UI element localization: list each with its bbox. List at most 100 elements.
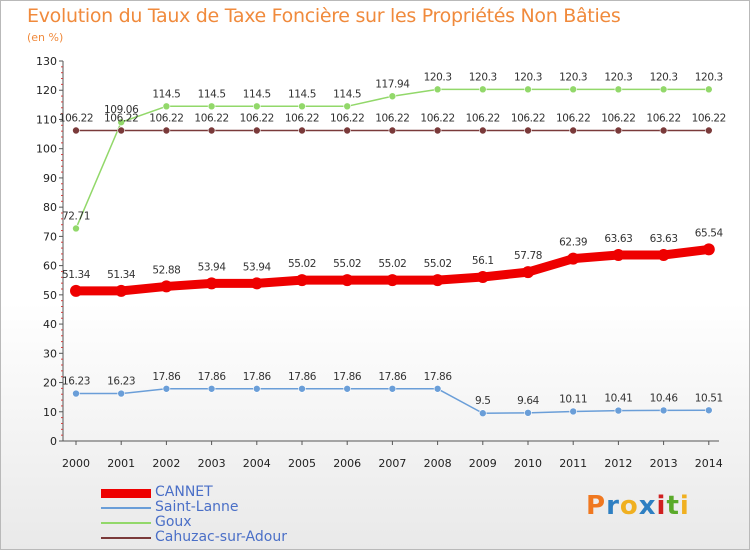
legend-swatch [101, 488, 151, 498]
data-label-cahuzac-sur-adour: 106.22 [420, 113, 454, 125]
data-label-cannet: 53.94 [198, 261, 227, 273]
y-unit-label: (en %) [27, 31, 64, 44]
data-point-cahuzac-sur-adour [72, 126, 80, 135]
data-label-cahuzac-sur-adour: 106.22 [556, 113, 590, 125]
data-point-goux [343, 102, 352, 111]
y-tick-label: 50 [43, 289, 57, 302]
y-tick-label: 20 [43, 377, 57, 390]
data-point-cannet [205, 277, 218, 290]
data-label-cannet: 52.88 [152, 264, 180, 276]
data-label-saint-lanne: 10.11 [559, 393, 587, 405]
data-point-cahuzac-sur-adour [162, 126, 171, 135]
chart-title: Evolution du Taux de Taxe Foncière sur l… [27, 5, 621, 27]
data-label-saint-lanne: 9.64 [517, 395, 539, 407]
data-label-goux: 109.06 [104, 104, 139, 116]
data-label-cannet: 57.78 [514, 250, 542, 262]
data-point-saint-lanne [388, 384, 397, 393]
data-point-cahuzac-sur-adour [117, 126, 125, 135]
y-tick-label: 70 [43, 230, 57, 243]
data-label-cannet: 55.02 [378, 258, 406, 270]
x-tick-label: 2006 [333, 457, 361, 470]
data-label-cannet: 51.34 [107, 269, 136, 281]
data-point-cannet [657, 249, 670, 262]
data-label-goux: 114.5 [243, 88, 271, 100]
data-point-goux [478, 85, 487, 94]
data-label-cahuzac-sur-adour: 106.22 [646, 113, 680, 125]
data-point-cannet [341, 274, 354, 287]
legend-label: Saint-Lanne [155, 499, 239, 515]
data-label-cannet: 51.34 [62, 269, 91, 281]
x-tick-label: 2005 [288, 457, 316, 470]
data-point-cannet [115, 284, 128, 297]
x-tick-label: 2002 [152, 457, 180, 470]
line-chart: 0 10 20 30 40 50 60 70 80 90 100 110 120 130 2000 2001 2… [36, 55, 726, 470]
data-label-goux: 120.3 [424, 71, 452, 83]
data-label-saint-lanne: 16.23 [62, 376, 90, 388]
y-tick-label: 60 [43, 260, 57, 273]
data-point-saint-lanne [162, 384, 171, 393]
x-tick-label: 2003 [198, 457, 226, 470]
y-tick-label: 10 [43, 406, 57, 419]
data-point-cahuzac-sur-adour [569, 126, 578, 135]
data-point-saint-lanne [704, 406, 713, 415]
data-label-goux: 114.5 [333, 88, 361, 100]
data-point-cahuzac-sur-adour [659, 126, 668, 135]
y-tick-label: 100 [36, 143, 57, 156]
data-point-cannet [70, 284, 82, 297]
data-point-saint-lanne [659, 406, 668, 415]
data-label-saint-lanne: 10.46 [650, 392, 679, 404]
data-point-saint-lanne [298, 384, 306, 393]
x-tick-label: 2007 [378, 457, 406, 470]
data-point-saint-lanne [343, 384, 352, 393]
x-tick-label: 2009 [469, 457, 497, 470]
data-point-saint-lanne [207, 384, 216, 393]
data-label-goux: 117.94 [375, 78, 410, 90]
data-label-cannet: 55.02 [424, 258, 452, 270]
data-label-goux: 120.3 [650, 71, 678, 83]
data-point-cahuzac-sur-adour [253, 126, 261, 135]
legend-label: Cahuzac-sur-Adour [155, 529, 287, 545]
y-tick-label: 40 [43, 318, 57, 331]
data-point-cahuzac-sur-adour [207, 126, 216, 135]
x-tick-label: 2010 [514, 457, 542, 470]
data-label-goux: 120.3 [469, 71, 497, 83]
data-point-cannet [386, 274, 399, 287]
data-point-cannet [160, 280, 173, 293]
data-point-cannet [567, 252, 580, 265]
data-label-saint-lanne: 17.86 [152, 371, 181, 383]
data-point-goux [253, 102, 261, 111]
logo-letter: x [638, 491, 657, 521]
data-label-cannet: 63.63 [604, 233, 632, 245]
data-point-goux [614, 85, 623, 94]
x-tick-label: 2004 [243, 457, 271, 470]
data-label-cahuzac-sur-adour: 106.22 [511, 113, 545, 125]
legend-label: Goux [155, 514, 192, 530]
data-point-goux [162, 102, 171, 111]
data-label-saint-lanne: 17.86 [198, 371, 227, 383]
x-tick-label: 2008 [424, 457, 452, 470]
data-point-cahuzac-sur-adour [478, 126, 487, 135]
x-tick-label: 2011 [559, 457, 587, 470]
data-point-cannet [296, 274, 308, 287]
data-label-goux: 120.3 [559, 71, 587, 83]
data-label-cannet: 63.63 [650, 233, 678, 245]
logo-letter: P [586, 491, 607, 521]
data-label-saint-lanne: 17.86 [288, 371, 317, 383]
data-label-cannet: 55.02 [333, 258, 361, 270]
data-point-saint-lanne [117, 389, 125, 398]
logo-letter: r [606, 491, 620, 521]
data-point-goux [117, 118, 125, 127]
data-label-saint-lanne: 17.86 [333, 371, 362, 383]
data-point-cahuzac-sur-adour [343, 126, 352, 135]
data-label-cahuzac-sur-adour: 106.22 [466, 113, 500, 125]
data-label-cannet: 55.02 [288, 258, 316, 270]
data-label-cannet: 56.1 [472, 255, 494, 267]
data-point-goux [704, 85, 713, 94]
data-label-cahuzac-sur-adour: 106.22 [194, 113, 228, 125]
data-point-goux [388, 92, 397, 101]
series-line-goux [75, 88, 710, 230]
data-label-cahuzac-sur-adour: 106.22 [601, 113, 635, 125]
data-label-cahuzac-sur-adour: 106.22 [285, 113, 319, 125]
data-label-saint-lanne: 17.86 [424, 371, 453, 383]
